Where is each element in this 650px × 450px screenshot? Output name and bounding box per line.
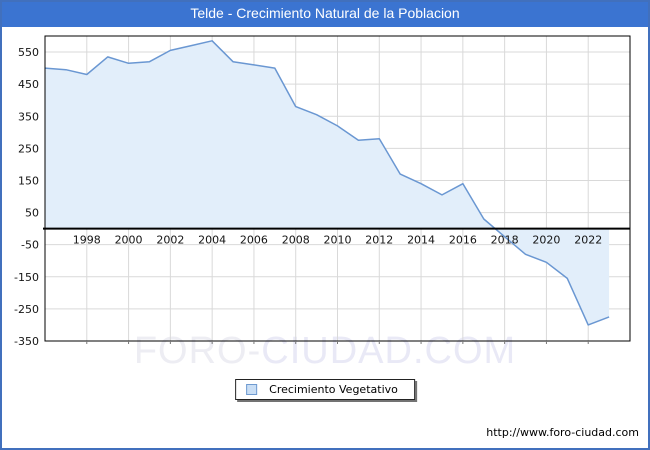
legend-label: Crecimiento Vegetativo [269,383,398,396]
x-tick-label: 2010 [324,234,352,247]
x-tick-label: 2000 [115,234,143,247]
x-tick-label: 2002 [156,234,184,247]
x-tick-label: 2020 [532,234,560,247]
title-bar: Telde - Crecimiento Natural de la Poblac… [0,0,650,27]
y-tick-label: 450 [18,78,39,91]
y-tick-label: -350 [14,335,39,348]
x-tick-label: 2008 [282,234,310,247]
footer-url: http://www.foro-ciudad.com [486,426,639,439]
y-tick-label: 150 [18,174,39,187]
watermark-text-right: CIUDAD.COM [261,330,517,372]
watermark: FORO-CIUDAD.COM [0,330,650,373]
x-tick-label: 2012 [365,234,393,247]
y-tick-label: -250 [14,303,39,316]
y-tick-label: -150 [14,271,39,284]
watermark-text-left: FORO- [133,330,262,372]
page-title: Telde - Crecimiento Natural de la Poblac… [190,5,460,21]
legend-swatch-icon [246,384,258,395]
x-tick-label: 2004 [198,234,226,247]
series-line [44,40,610,326]
series-area [45,40,610,325]
x-tick-label: 2014 [407,234,435,247]
y-tick-label: 350 [18,110,39,123]
y-tick-label: -50 [21,239,39,252]
x-tick-label: 2016 [449,234,477,247]
x-tick-label: 2022 [574,234,602,247]
y-tick-label: 250 [18,142,39,155]
x-tick-label: 2006 [240,234,268,247]
x-tick-label: 2018 [491,234,519,247]
y-tick-label: 50 [25,207,39,220]
legend-box: Crecimiento Vegetativo [235,379,415,400]
x-tick-label: 1998 [73,234,101,247]
y-tick-label: 550 [18,46,39,59]
